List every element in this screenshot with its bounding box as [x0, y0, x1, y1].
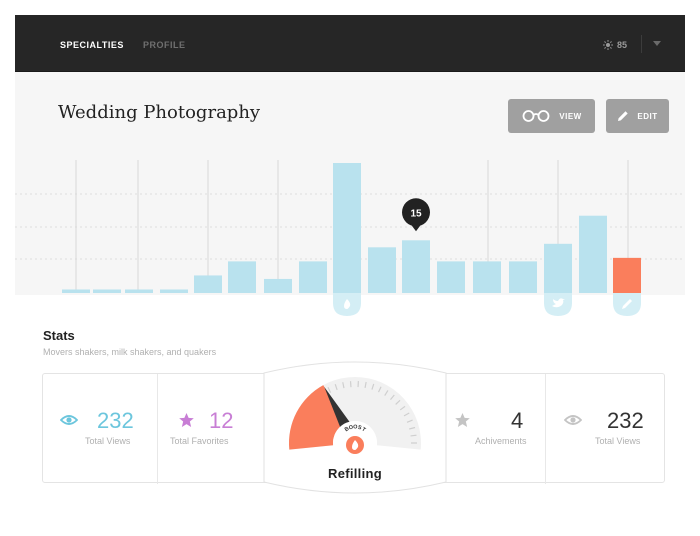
boost-gauge: BO O ST [263, 361, 447, 494]
gauge-tick [334, 384, 338, 391]
chart-bar[interactable] [579, 215, 607, 293]
divider [545, 374, 546, 484]
glasses-icon [522, 110, 550, 122]
star-icon [455, 413, 470, 427]
chart-bar[interactable] [333, 163, 361, 293]
gauge-tick [342, 382, 345, 389]
view-button-label: VIEW [559, 111, 582, 121]
top-navigation-bar: SPECIALTIES PROFILE 85 [15, 15, 685, 72]
chart-bar[interactable] [613, 257, 641, 293]
boost-letter: O [348, 424, 354, 431]
points-indicator[interactable]: 85 [603, 39, 627, 51]
chart-bar[interactable] [473, 261, 501, 293]
gauge-tick [327, 386, 332, 393]
chevron-down-icon[interactable] [653, 41, 661, 46]
chart-bar[interactable] [299, 261, 327, 293]
chart-bar[interactable] [437, 261, 465, 293]
stat-label-views-2: Total Views [595, 436, 641, 446]
edit-button-label: EDIT [637, 111, 658, 121]
flame-icon[interactable] [333, 293, 361, 316]
chart-bar[interactable] [125, 289, 153, 293]
chart-bar[interactable] [509, 261, 537, 293]
pencil-icon[interactable] [613, 293, 641, 316]
divider [641, 35, 642, 53]
chart-bar[interactable] [62, 289, 90, 293]
gauge-tick [390, 394, 395, 401]
boost-letter: B [344, 426, 350, 433]
flame-icon [352, 440, 359, 450]
star-icon [179, 413, 194, 427]
points-value: 85 [617, 40, 628, 50]
chart-bar[interactable] [264, 278, 292, 293]
divider [157, 374, 158, 484]
eye-icon [564, 415, 582, 425]
chart-bar[interactable] [93, 289, 121, 293]
stat-label-views: Total Views [85, 436, 131, 446]
refilling-label: Refilling [328, 466, 382, 481]
stat-label-favorites: Total Favorites [170, 436, 229, 446]
boost-letter: S [357, 425, 363, 432]
stat-value-favorites: 12 [209, 408, 234, 433]
gauge-tick [377, 386, 382, 393]
boost-letter: O [353, 424, 358, 430]
gauge-tick [371, 383, 375, 390]
stat-label-achievements: Achivements [475, 436, 527, 446]
stat-value-achievements: 4 [511, 408, 524, 433]
boost-letter: T [360, 426, 367, 433]
tab-specialties[interactable]: SPECIALTIES [60, 40, 124, 50]
chart-bar[interactable] [402, 240, 430, 293]
gauge-tick [409, 426, 416, 430]
eye-icon [60, 415, 78, 425]
gauge-tick [395, 399, 401, 405]
edit-button[interactable]: EDIT [606, 99, 669, 133]
gauge-tick [410, 434, 417, 437]
stat-value-views: 232 [97, 408, 134, 433]
tooltip-value: 15 [410, 208, 422, 219]
stat-value-views-2: 232 [607, 408, 644, 433]
pencil-icon [618, 111, 629, 121]
sun-icon [603, 40, 613, 50]
gauge-tick [364, 381, 367, 389]
gauge-tick [406, 419, 413, 423]
chart-bar[interactable] [368, 247, 396, 293]
twitter-bird-icon[interactable] [544, 293, 572, 316]
page-title: Wedding Photography [58, 102, 261, 123]
chart-bar[interactable] [194, 275, 222, 293]
chart-bar[interactable] [160, 289, 188, 293]
tab-profile[interactable]: PROFILE [143, 40, 186, 50]
view-button[interactable]: VIEW [508, 99, 595, 133]
gauge-tick [399, 405, 406, 411]
stats-subtitle: Movers shakers, milk shakers, and quaker… [43, 347, 217, 357]
chart-bar[interactable] [544, 243, 572, 293]
stats-heading: Stats [43, 328, 75, 343]
gauge-tick [403, 412, 410, 417]
chart-bar[interactable] [228, 261, 256, 293]
value-tooltip: 15 [402, 198, 430, 232]
activity-bar-chart: 15 [15, 160, 685, 316]
gauge-tick [384, 390, 389, 396]
